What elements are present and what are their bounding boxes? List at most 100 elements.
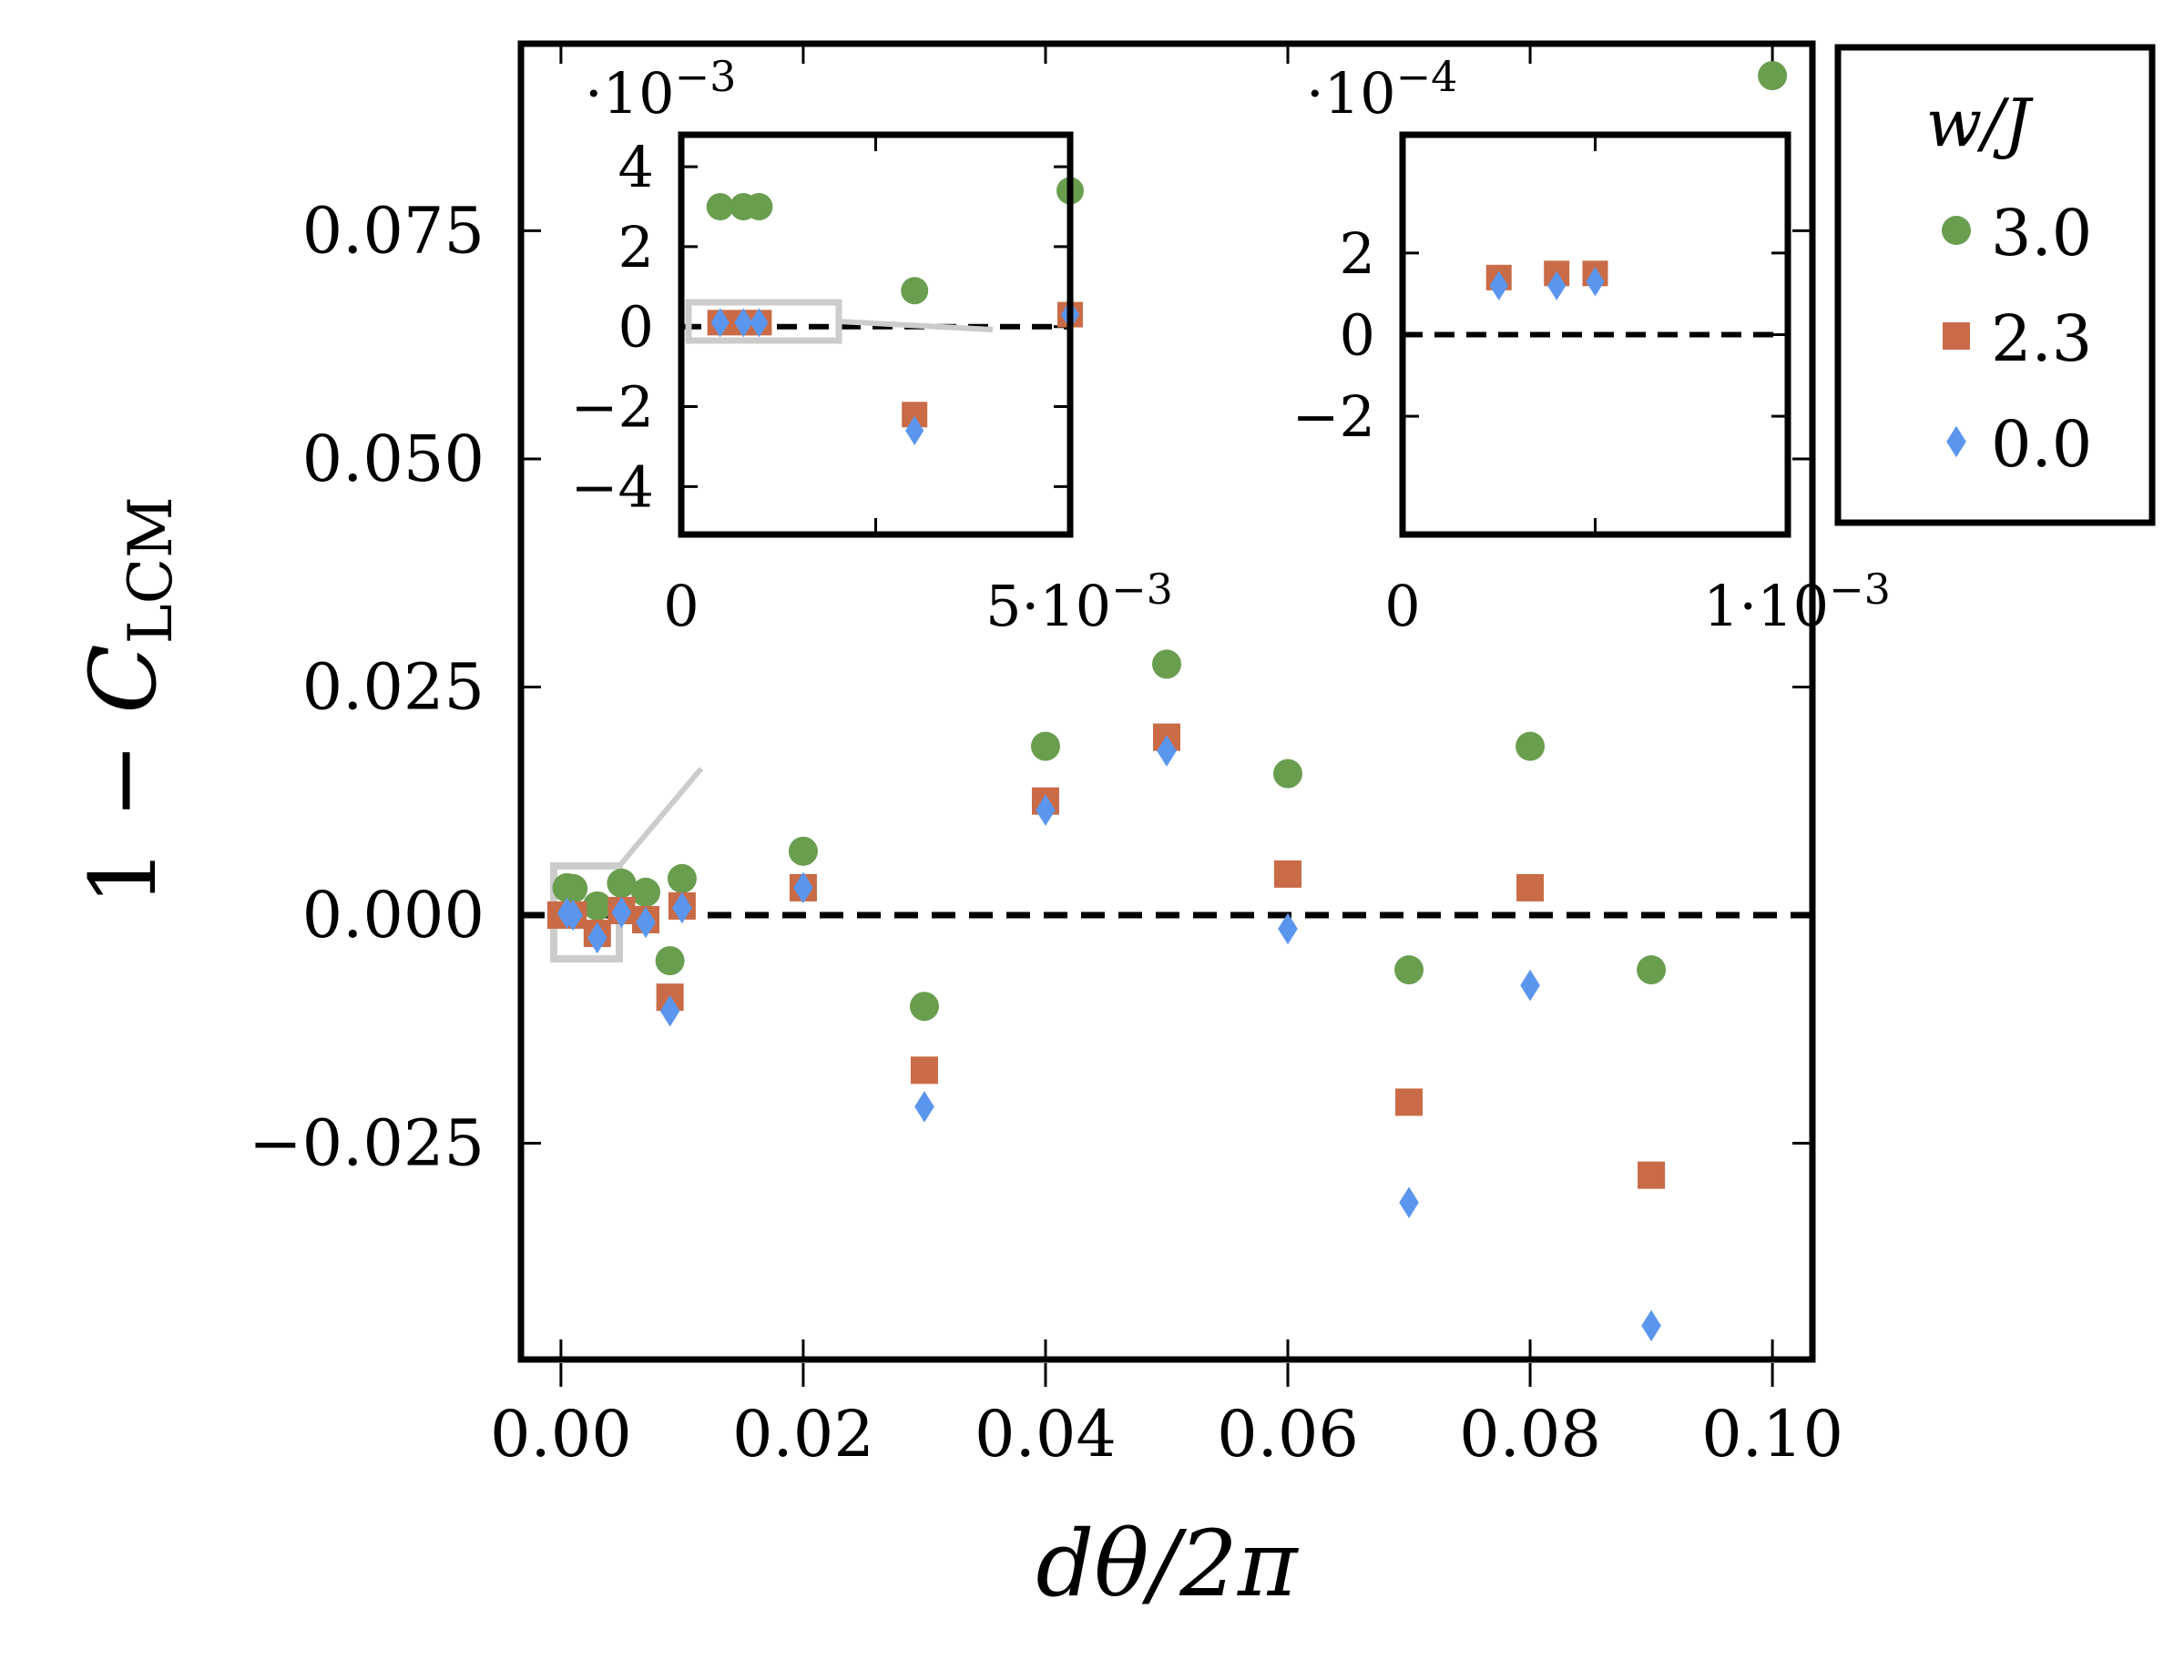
inset-x-tick-label: 0 xyxy=(1384,573,1420,639)
point-series-3.0 xyxy=(607,868,637,898)
point-series-3.0 xyxy=(1273,759,1303,789)
y-tick-label: 0.025 xyxy=(302,649,485,724)
point-series-3.0 xyxy=(655,946,685,976)
inset-y-tick-label: −4 xyxy=(571,453,654,520)
legend-marker-3.0 xyxy=(1942,216,1971,245)
y-tick-label: −0.025 xyxy=(249,1106,485,1181)
inset-y-tick-label: 2 xyxy=(1340,220,1375,287)
inset-y-tick-label: 4 xyxy=(618,134,654,200)
point-series-3.0 xyxy=(1152,649,1181,679)
inset-point-series-0.0 xyxy=(734,308,753,338)
point-series-2.3 xyxy=(1638,1161,1666,1189)
point-series-0.0 xyxy=(672,891,692,924)
point-series-0.0 xyxy=(1520,969,1540,1002)
y-label-prefix: 1 − xyxy=(70,714,177,906)
point-series-3.0 xyxy=(1637,955,1667,985)
point-series-0.0 xyxy=(659,994,680,1027)
inset-x-tick-label: 5·10−3 xyxy=(985,565,1173,639)
y-tick-label: 0.050 xyxy=(302,422,485,496)
inset-point-series-0.0 xyxy=(905,415,924,445)
point-series-0.0 xyxy=(587,921,607,954)
legend-frame xyxy=(1834,44,2156,526)
point-series-2.3 xyxy=(1395,1088,1424,1116)
point-series-0.0 xyxy=(1036,794,1056,826)
legend-label: 0.0 xyxy=(1991,407,2092,482)
legend-marker-0.0 xyxy=(1946,425,1966,458)
y-label-symbol: C xyxy=(70,644,177,714)
inset-multiplier-exponent: −3 xyxy=(675,52,737,101)
inset-point-series-0.0 xyxy=(1586,267,1605,297)
inset-multiplier-base: ·10 xyxy=(1306,60,1396,127)
inset-1: 420−2−40 5·10−3·10−3 xyxy=(571,52,1173,639)
point-series-0.0 xyxy=(611,896,632,929)
inset-frame xyxy=(678,131,1074,538)
point-series-0.0 xyxy=(1157,735,1177,767)
inset-zoom-connector xyxy=(838,319,994,332)
y-tick-label: 0.000 xyxy=(302,878,485,952)
axis-ticks: 0.00 0.02 0.04 0.06 0.08 0.10 −0.025 0.000 0.025… xyxy=(249,44,1843,1471)
inset-multiplier-base: ·10 xyxy=(585,60,675,127)
inset-point-series-0.0 xyxy=(1547,270,1567,300)
x-axis-label: dθ/2π xyxy=(1036,1511,1300,1617)
inset-x-tick-label: 0 xyxy=(663,573,699,639)
inset-frame xyxy=(1399,131,1791,538)
inset-multiplier: ·10−4 xyxy=(1306,52,1457,127)
inset-x-tick-label-base: 1·10 xyxy=(1703,573,1829,639)
legend-marker-2.3 xyxy=(1943,322,1970,350)
point-series-0.0 xyxy=(636,906,656,939)
point-series-3.0 xyxy=(582,891,612,921)
inset-x-tick-label: 1·10−3 xyxy=(1703,565,1891,639)
point-series-0.0 xyxy=(1399,1186,1419,1218)
point-series-3.0 xyxy=(558,873,588,903)
point-series-3.0 xyxy=(1030,731,1060,761)
point-series-0.0 xyxy=(563,899,583,932)
inset-point-series-3.0 xyxy=(745,193,773,221)
point-series-3.0 xyxy=(631,877,661,907)
x-tick-label: 0.02 xyxy=(732,1397,874,1471)
x-tick-label: 0.00 xyxy=(490,1397,632,1471)
inset-point-series-0.0 xyxy=(750,308,769,338)
zoom-indicator xyxy=(550,767,704,962)
y-label-subscript: LCM xyxy=(116,496,186,644)
point-series-3.0 xyxy=(1758,61,1788,91)
point-series-3.0 xyxy=(667,863,697,893)
legend-label: 2.3 xyxy=(1991,301,2092,376)
legend-title: w/J xyxy=(1926,85,2035,161)
inset-point-series-3.0 xyxy=(706,193,734,221)
point-series-2.3 xyxy=(1516,873,1545,901)
point-series-3.0 xyxy=(788,836,818,866)
point-series-0.0 xyxy=(914,1091,934,1123)
legend-label: 3.0 xyxy=(1991,196,2092,270)
inset-x-tick-label-base: 5·10 xyxy=(985,573,1111,639)
inset-point-series-3.0 xyxy=(901,277,929,305)
inset-point-series-0.0 xyxy=(710,308,730,338)
legend: w/J 3.0 2.3 0.0 xyxy=(1834,44,2156,526)
inset-y-tick-label: −2 xyxy=(571,374,654,441)
x-tick-label: 0.06 xyxy=(1217,1397,1359,1471)
data-points xyxy=(546,61,1788,1342)
inset-multiplier-exponent: −4 xyxy=(1396,52,1458,101)
point-series-2.3 xyxy=(1274,860,1302,888)
inset-2: 2 0 −2 0 1·10−3 ·10−4 xyxy=(1292,52,1891,639)
point-series-0.0 xyxy=(1278,912,1298,945)
inset-y-tick-label: 0 xyxy=(1340,302,1375,369)
y-axis-label: 1 − CLCM xyxy=(70,496,186,905)
inset-y-tick-label: 0 xyxy=(618,294,654,361)
inset-multiplier: ·10−3 xyxy=(585,52,736,127)
x-tick-label: 0.04 xyxy=(975,1397,1117,1471)
inset-point-series-0.0 xyxy=(1489,270,1508,300)
main-plot-frame xyxy=(517,40,1816,1363)
point-series-3.0 xyxy=(1516,731,1546,761)
inset-y-tick-label: −2 xyxy=(1292,383,1375,450)
point-series-3.0 xyxy=(909,992,939,1022)
point-series-0.0 xyxy=(1641,1309,1661,1342)
x-tick-label: 0.08 xyxy=(1459,1397,1601,1471)
point-series-0.0 xyxy=(793,871,813,904)
x-tick-label: 0.10 xyxy=(1701,1397,1843,1471)
inset-x-tick-label-exponent: −3 xyxy=(1829,565,1891,614)
inset-x-tick-label-exponent: −3 xyxy=(1111,565,1173,614)
point-series-2.3 xyxy=(910,1056,938,1084)
y-tick-label: 0.075 xyxy=(302,193,485,268)
inset-y-tick-label: 2 xyxy=(618,214,654,280)
